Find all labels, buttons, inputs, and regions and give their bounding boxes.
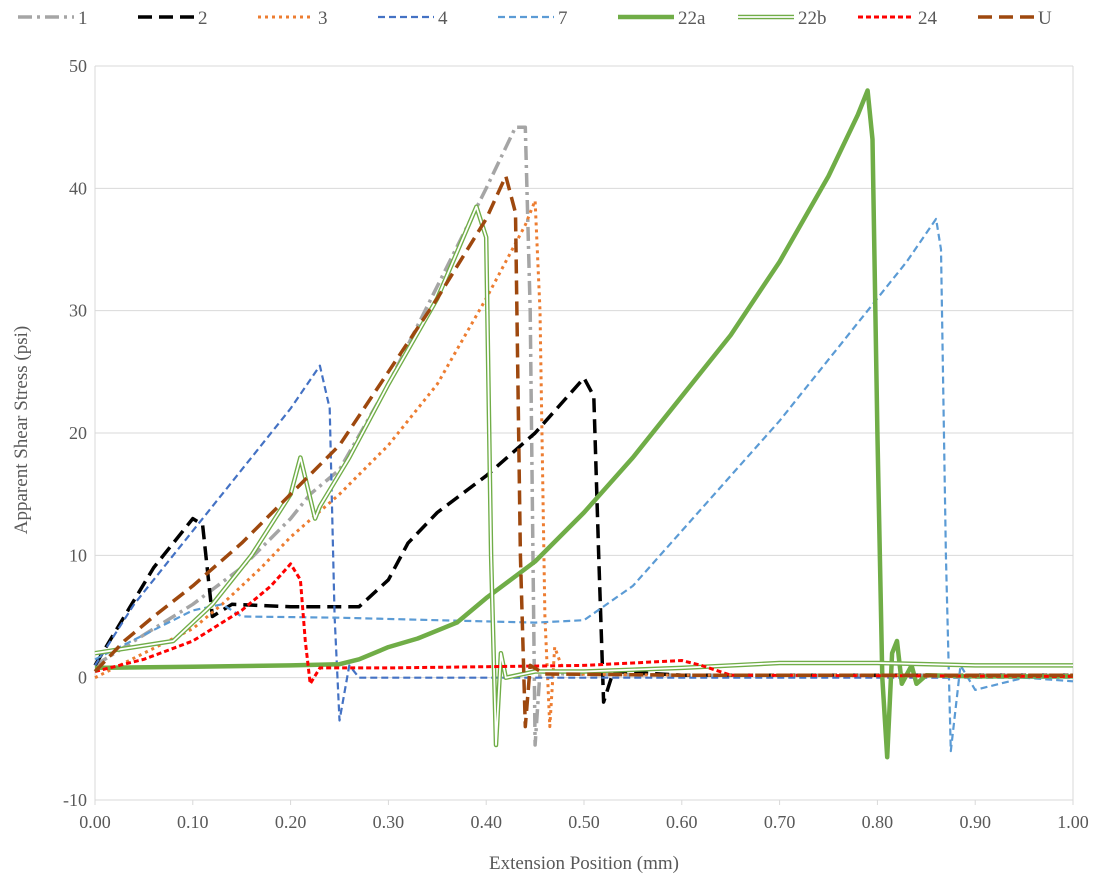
series-line-22a <box>94 88 1073 760</box>
x-tick-label: 0.00 <box>79 812 111 832</box>
series-line-1 <box>94 125 1073 747</box>
x-axis-title: Extension Position (mm) <box>489 853 679 874</box>
y-tick-label: 0 <box>78 668 87 688</box>
x-tick-label: 0.30 <box>373 812 405 832</box>
y-axis-title: Apparent Shear Stress (psi) <box>11 326 32 534</box>
series-lines <box>93 88 1074 760</box>
x-tick-label: 0.60 <box>666 812 698 832</box>
legend-item-22b: 22b <box>738 8 827 29</box>
legend-label: 3 <box>318 8 328 29</box>
legend-label: 4 <box>438 8 448 29</box>
series-22b <box>94 204 1073 748</box>
legend-item-24: 24 <box>858 8 938 29</box>
series-U <box>93 174 1073 729</box>
series-line-U <box>93 174 1073 729</box>
legend-label: 1 <box>78 8 88 29</box>
series-3 <box>94 199 1073 729</box>
y-tick-label: 50 <box>69 56 87 76</box>
series-4 <box>94 364 1073 722</box>
x-tick-label: 0.20 <box>275 812 307 832</box>
legend-item-1: 1 <box>18 8 88 29</box>
legend-label: U <box>1038 8 1052 29</box>
x-tick-label: 1.00 <box>1057 812 1089 832</box>
series-line-22b-inner <box>94 205 1073 746</box>
legend-item-7: 7 <box>498 8 568 29</box>
legend-item-3: 3 <box>258 8 328 29</box>
y-tick-label: 40 <box>69 178 87 198</box>
series-line-4 <box>94 364 1073 722</box>
series-7 <box>94 217 1074 753</box>
series-1 <box>94 125 1073 747</box>
series-line-7 <box>94 217 1074 753</box>
y-tick-label: 30 <box>69 301 87 321</box>
series-line-24 <box>94 562 1074 686</box>
x-tick-label: 0.90 <box>959 812 991 832</box>
gridlines <box>94 65 1074 801</box>
y-tick-label: 10 <box>69 545 87 565</box>
x-tick-label: 0.10 <box>177 812 209 832</box>
legend-label: 2 <box>198 8 208 29</box>
series-2 <box>93 376 1073 704</box>
legend-item-2: 2 <box>138 8 208 29</box>
series-line-3 <box>94 199 1073 729</box>
axes: -10 0 10 20 30 40 50 0.00 0.10 0.20 0.30 0.40 0.50 0.… <box>63 56 1089 832</box>
legend-item-22a: 22a <box>618 8 706 29</box>
y-tick-label: -10 <box>63 790 87 810</box>
x-tick-label: 0.80 <box>862 812 894 832</box>
series-line-2 <box>93 376 1073 704</box>
legend-label: 7 <box>558 8 568 29</box>
series-22a <box>94 88 1073 760</box>
x-tick-label: 0.70 <box>764 812 796 832</box>
legend-label: 24 <box>918 8 938 29</box>
legend-label: 22a <box>678 8 706 29</box>
legend-item-4: 4 <box>378 8 448 29</box>
series-24 <box>94 562 1074 686</box>
y-tick-label: 20 <box>69 423 87 443</box>
legend-label: 22b <box>798 8 827 29</box>
x-tick-label: 0.50 <box>568 812 600 832</box>
x-tick-label: 0.40 <box>470 812 502 832</box>
legend: 1 2 3 4 7 22a 22b 24 U <box>18 8 1052 29</box>
legend-item-U: U <box>978 8 1052 29</box>
